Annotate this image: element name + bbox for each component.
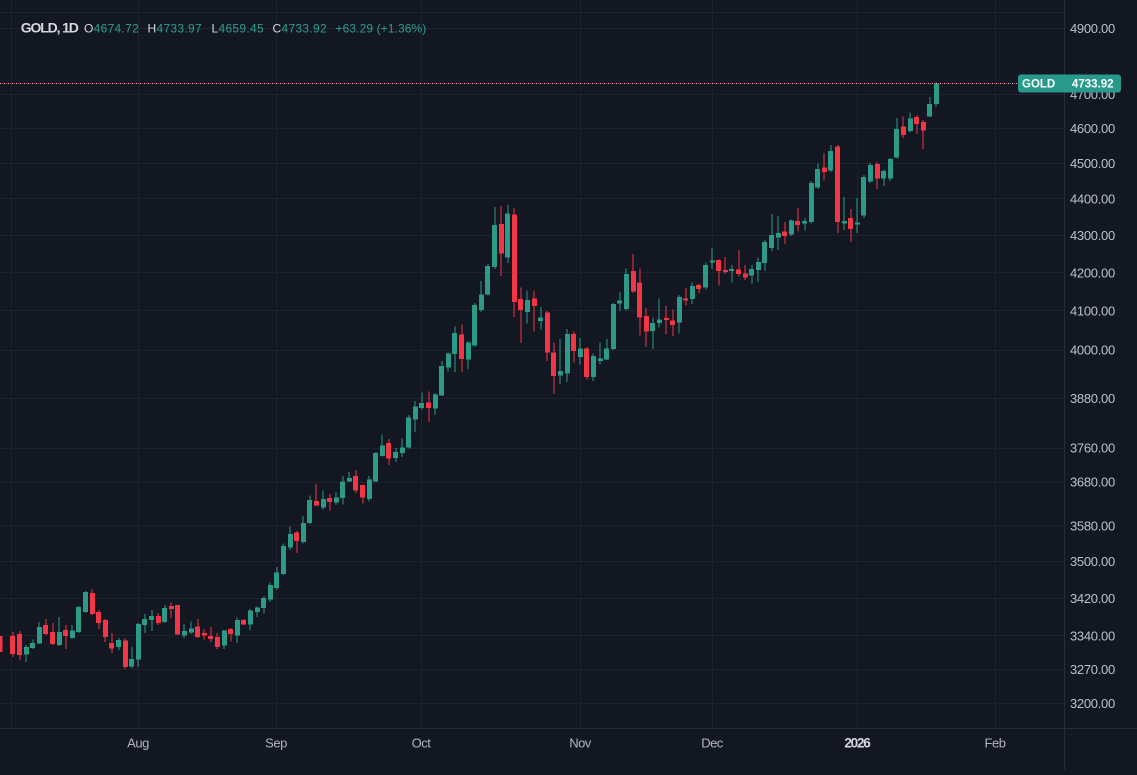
svg-text:4400.00: 4400.00 [1070,192,1115,207]
svg-text:GOLD, 1D: GOLD, 1D [21,19,79,35]
svg-text:4600.00: 4600.00 [1070,121,1115,136]
svg-text:H4733.97: H4733.97 [148,21,202,35]
svg-text:3880.00: 3880.00 [1070,391,1115,406]
svg-text:+63.29 (+1.36%): +63.29 (+1.36%) [336,21,427,35]
svg-text:Oct: Oct [412,736,432,751]
svg-text:4733.92: 4733.92 [1072,79,1114,91]
svg-text:4100.00: 4100.00 [1070,304,1115,319]
svg-text:C4733.92: C4733.92 [273,21,327,35]
svg-text:3680.00: 3680.00 [1070,475,1115,490]
svg-text:3200.00: 3200.00 [1070,696,1115,711]
svg-text:4900.00: 4900.00 [1070,21,1115,36]
svg-text:L4659.45: L4659.45 [212,21,264,35]
svg-text:Feb: Feb [985,736,1006,751]
svg-text:3270.00: 3270.00 [1070,662,1115,677]
svg-text:2026: 2026 [844,736,871,751]
svg-text:O4674.72: O4674.72 [84,21,139,35]
svg-text:Dec: Dec [701,736,724,751]
svg-text:3760.00: 3760.00 [1070,441,1115,456]
svg-text:3500.00: 3500.00 [1070,554,1115,569]
svg-text:Sep: Sep [265,736,287,751]
svg-text:4200.00: 4200.00 [1070,265,1115,280]
svg-text:Nov: Nov [569,736,592,751]
svg-text:4000.00: 4000.00 [1070,343,1115,358]
svg-text:3340.00: 3340.00 [1070,628,1115,643]
svg-text:4500.00: 4500.00 [1070,156,1115,171]
svg-text:Aug: Aug [127,736,149,751]
svg-text:3420.00: 3420.00 [1070,591,1115,606]
svg-text:4300.00: 4300.00 [1070,228,1115,243]
svg-text:3580.00: 3580.00 [1070,518,1115,533]
svg-text:GOLD: GOLD [1022,79,1055,91]
